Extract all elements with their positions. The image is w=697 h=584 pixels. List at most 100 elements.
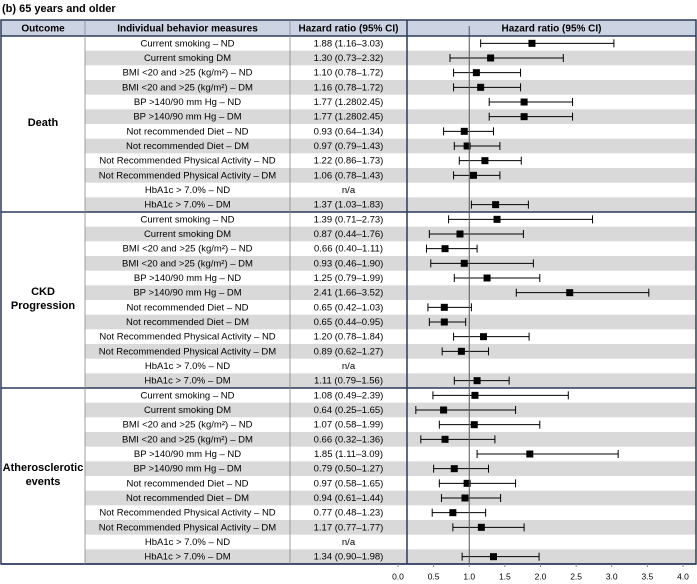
hr-label: 0.97 (0.79–1.43) [314,141,384,152]
measure-label: Not Recommended Physical Activity – DM [99,346,276,357]
hr-marker [483,274,491,282]
hr-marker [520,113,528,121]
hr-marker [449,509,457,517]
hr-label: 1.37 (1.03–1.83) [314,200,384,211]
x-tick-label: 3.0 [606,571,618,581]
hr-label: 0.64 (0.25–1.65) [314,405,384,416]
hr-marker [487,54,495,62]
measure-label: HbA1c > 7.0% – ND [145,361,230,372]
measure-label: Current smoking DM [144,405,231,416]
hr-label: 1.88 (1.16–3.03) [314,38,384,49]
measure-label: Not recommended Diet – ND [127,478,249,489]
measure-label: Not Recommended Physical Activity – ND [99,332,275,343]
hr-label: n/a [342,537,356,548]
group-label: CKD Progression [10,286,76,312]
measure-label: HbA1c > 7.0% – DM [144,376,230,387]
row-shade [85,226,696,242]
column-header: Individual behavior measures [117,24,258,35]
hr-marker [492,201,500,209]
measure-label: Not recommended Diet – DM [126,493,249,504]
measure-label: Current smoking – ND [141,38,235,49]
hr-label: 1.06 (0.78–1.43) [314,170,384,181]
hr-label: 2.41 (1.66–3.52) [314,288,384,299]
hr-marker [471,391,479,399]
measure-label: BMI <20 and >25 (kg/m²) – DM [122,258,253,269]
hr-label: 0.89 (0.62–1.27) [314,346,384,357]
hr-marker [480,333,487,341]
hr-marker [456,230,464,238]
hr-marker [441,245,449,253]
hr-marker [489,553,497,561]
group-cell: Atherosclerotic events [3,462,84,488]
measure-label: BP >140/90 mm Hg – ND [134,449,241,460]
hr-marker [463,479,471,487]
header-bg [1,20,696,36]
hr-label: 1.30 (0.73–2.32) [314,53,384,64]
hr-marker [450,465,458,473]
measure-label: BP >140/90 mm Hg – DM [133,288,241,299]
hr-label: 1.20 (0.78–1.84) [314,332,384,343]
measure-label: Not Recommended Physical Activity – DM [99,522,276,533]
row-shade [85,285,696,300]
measure-label: BMI <20 and >25 (kg/m²) – ND [123,68,253,79]
measure-label: HbA1c > 7.0% – DM [144,200,230,211]
hr-marker [493,215,501,223]
measure-label: Current smoking DM [144,53,231,64]
x-tick-label: 1.5 [499,571,511,581]
measure-label: Not recommended Diet – DM [126,141,249,152]
row-shade [85,197,696,212]
hr-marker [472,69,480,77]
hr-marker [526,450,534,458]
hr-marker [463,142,471,150]
x-tick-label: 2.5 [570,571,582,581]
row-shade [85,432,696,447]
hr-label: 1.08 (0.49–2.39) [314,390,384,401]
hr-marker [440,406,448,414]
row-shade [85,461,696,476]
column-header: Hazard ratio (95% CI) [298,24,398,35]
hr-marker [470,171,478,179]
hr-label: 0.87 (0.44–1.76) [314,229,384,240]
hr-label: 1.25 (0.79–1.99) [314,273,384,284]
x-tick-label: 4.0 [677,571,689,581]
row-shade [85,168,696,183]
hr-label: 1.07 (0.58–1.99) [314,420,384,431]
measure-label: BP >140/90 mm Hg – DM [133,464,241,475]
measure-label: BP >140/90 mm Hg – DM [133,112,241,123]
row-shade [85,520,696,535]
row-shade [85,50,696,66]
group-label: Death [27,117,59,130]
hr-label: n/a [342,185,356,196]
hr-label: 0.65 (0.44–0.95) [314,317,384,328]
hr-marker [481,157,489,165]
measure-label: Not Recommended Physical Activity – DM [99,170,276,181]
hr-label: 1.10 (0.78–1.72) [314,68,384,79]
hr-label: 0.79 (0.50–1.27) [314,464,384,475]
measure-label: HbA1c > 7.0% – ND [145,185,230,196]
column-header: Hazard ratio (95% CI) [501,24,601,35]
x-tick-label: 3.5 [641,571,653,581]
x-tick-label: 2.0 [535,571,547,581]
measure-label: Not Recommended Physical Activity – ND [99,508,275,519]
hr-label: 1.11 (0.79–1.56) [314,376,383,387]
group-cell: CKD Progression [10,286,76,312]
hr-label: 1.16 (0.78–1.72) [314,82,384,93]
row-shade [85,314,696,330]
hr-marker [528,39,536,47]
row-shade [85,256,696,271]
hr-label: 1.22 (0.86–1.73) [314,156,384,167]
hr-label: 1.77 (1.2802.45) [314,112,384,123]
column-header: Outcome [21,24,65,35]
measure-label: Not Recommended Physical Activity – ND [99,156,275,167]
measure-label: Not recommended Diet – ND [127,126,249,137]
measure-label: Current smoking – ND [141,390,235,401]
x-tick-label: 1.0 [463,571,475,581]
row-shade [85,373,696,388]
hr-marker [440,318,448,326]
hr-label: n/a [342,361,356,372]
row-shade [85,138,696,154]
row-shade [85,344,696,359]
hr-marker [473,377,481,385]
measure-label: BP >140/90 mm Hg – ND [134,273,241,284]
